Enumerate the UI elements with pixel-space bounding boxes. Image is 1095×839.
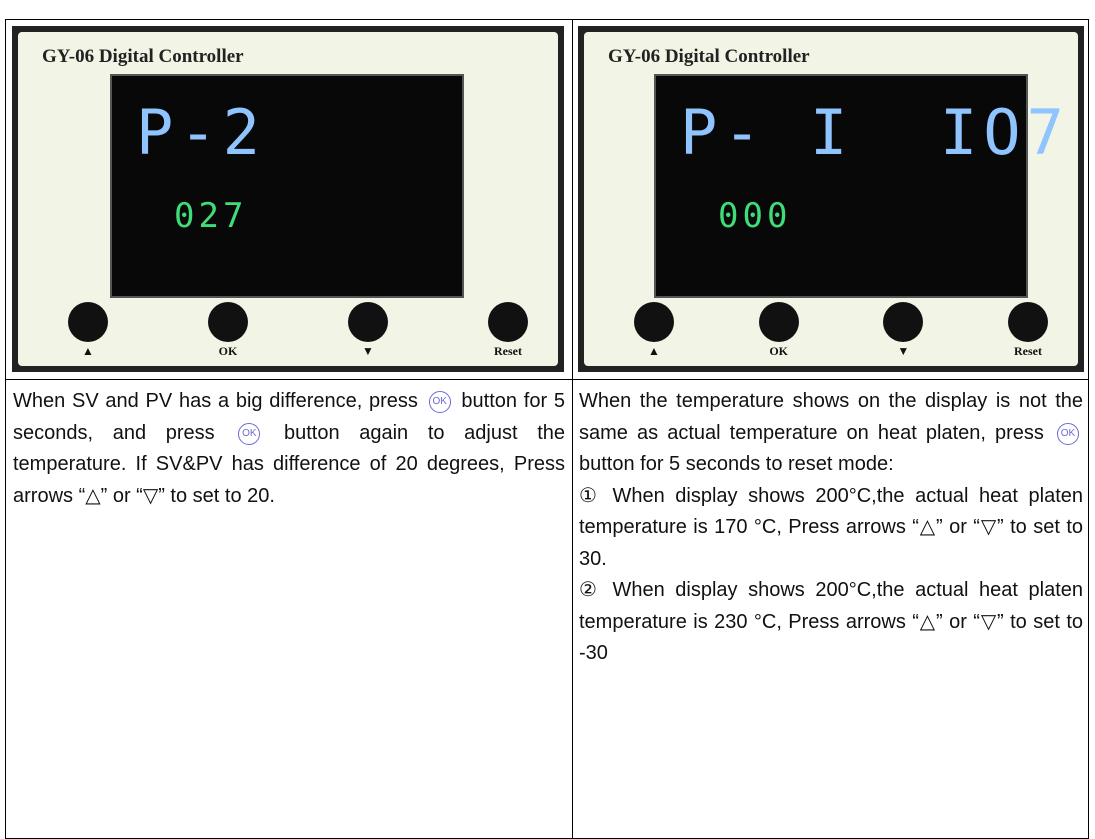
button xyxy=(883,302,923,342)
row-divider xyxy=(6,379,1088,380)
button xyxy=(488,302,528,342)
button xyxy=(1008,302,1048,342)
paragraph: ① When display shows 200°C,the actual he… xyxy=(579,481,1083,576)
button-label: ▼ xyxy=(873,344,933,359)
ok-icon: OK xyxy=(429,391,451,413)
paragraph: When the temperature shows on the displa… xyxy=(579,386,1083,481)
column-divider xyxy=(572,20,573,838)
button-label: Reset xyxy=(998,344,1058,359)
controller-photo: GY-06 Digital Controller P-2 027 ▲ OK ▼ Reset xyxy=(12,26,564,372)
text: ① When display shows 200°C,the actual he… xyxy=(579,485,1083,570)
display-screen: P-2 027 xyxy=(110,74,464,298)
display-main: P- I IO7 xyxy=(680,96,1070,169)
button xyxy=(634,302,674,342)
button-label: Reset xyxy=(478,344,538,359)
display-main: P-2 xyxy=(136,96,266,169)
button-label: OK xyxy=(749,344,809,359)
paragraph: ② When display shows 200°C,the actual he… xyxy=(579,575,1083,670)
button-label: ▲ xyxy=(624,344,684,359)
text: When SV and PV has a big difference, pre… xyxy=(13,390,425,412)
button-label: ▼ xyxy=(338,344,398,359)
text-cell: When SV and PV has a big difference, pre… xyxy=(13,386,565,512)
body: GY-06 Digital ControllerP-2027▲OK▼ResetG… xyxy=(0,0,1095,837)
button xyxy=(208,302,248,342)
brand-label: GY-06 Digital Controller xyxy=(608,46,810,68)
brand-label: GY-06 Digital Controller xyxy=(42,46,244,68)
ok-icon: OK xyxy=(1057,423,1079,445)
text-cell: When the temperature shows on the displa… xyxy=(579,386,1083,670)
controller-plate: GY-06 Digital Controller P-2 027 ▲ OK ▼ Reset xyxy=(18,32,558,366)
button xyxy=(68,302,108,342)
paragraph: When SV and PV has a big difference, pre… xyxy=(13,386,565,512)
page: {"panels": [ {"brand": "GY-06 Digital Co… xyxy=(0,0,1095,837)
text: When the temperature shows on the displa… xyxy=(579,390,1083,444)
display-sub: 000 xyxy=(718,196,791,236)
text: ② When display shows 200°C,the actual he… xyxy=(579,579,1083,664)
display-sub: 027 xyxy=(174,196,247,236)
button xyxy=(348,302,388,342)
ok-icon: OK xyxy=(238,423,260,445)
button-label: ▲ xyxy=(58,344,118,359)
button xyxy=(759,302,799,342)
text: button for 5 seconds to reset mode: xyxy=(579,453,894,475)
button-label: OK xyxy=(198,344,258,359)
